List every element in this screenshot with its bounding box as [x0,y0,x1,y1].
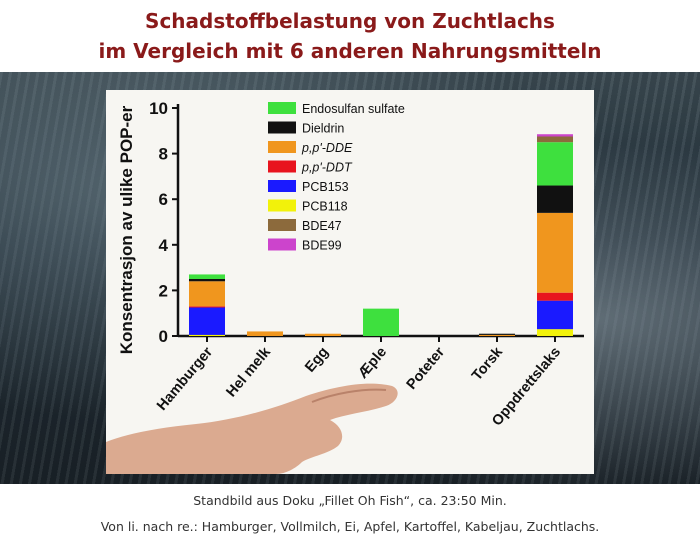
bar-segment [537,134,573,137]
bar-segment [537,300,573,330]
bar-segment [537,136,573,143]
bar-segment [479,334,515,336]
bar-segment [363,308,399,336]
bar-segment [247,331,283,336]
title-line-2: im Vergleich mit 6 anderen Nahrungsmitte… [98,39,602,63]
legend-entry: BDE47 [302,219,342,233]
legend-swatch [268,121,296,134]
bar-segment [537,329,573,336]
y-tick-label: 2 [159,281,168,300]
caption: Standbild aus Doku „Fillet Oh Fish“, ca.… [0,488,700,540]
y-tick-label: 8 [159,145,168,164]
legend-swatch [268,238,296,251]
y-axis-label: Konsentrasjon av ulike POP-er [117,105,136,354]
legend-swatch [268,199,296,212]
bar-segment [189,279,225,282]
legend-entry: Dieldrin [302,122,344,136]
y-tick-label: 0 [159,327,168,346]
bar-segment [189,306,225,308]
bar-segment [189,281,225,307]
legend-swatch [268,219,296,231]
legend-entry: BDE99 [302,239,342,253]
bar-segment [189,334,225,336]
legend-swatch [268,141,296,153]
caption-line-2: Von li. nach re.: Hamburger, Vollmilch, … [100,519,600,534]
legend-entry: p,p'-DDE [301,141,353,155]
x-tick-label: Æple [355,344,390,381]
chart-legend: Endosulfan sulfate Dieldrin p,p'-DDE p,p'-D… [268,102,405,253]
y-tick-label: 6 [159,190,168,209]
pop-chart: Konsentrasjon av ulike POP-er 0 2 4 6 8 10 Ha… [106,99,584,474]
bar-segment [537,212,573,293]
legend-entry: PCB153 [302,180,349,194]
bar-segment [189,274,225,279]
bar-segment [479,333,515,335]
legend-swatch [268,102,296,114]
chart-bars [189,134,573,336]
pointing-hand-icon [106,383,398,474]
chart-screen: Konsentrasjon av ulike POP-er 0 2 4 6 8 10 Ha… [106,90,594,474]
legend-entry: PCB118 [302,200,348,214]
legend-entry: p,p'-DDT [301,161,353,175]
legend-entry: Endosulfan sulfate [302,102,405,116]
y-tick-label: 10 [149,99,168,118]
x-tick-label: Torsk [469,344,507,384]
legend-swatch [268,180,296,192]
x-tick-label: Hel melk [223,344,274,401]
bar-segment [305,333,341,336]
legend-swatch [268,160,296,173]
bar-segment [537,185,573,213]
caption-line-1: Standbild aus Doku „Fillet Oh Fish“, ca.… [193,493,507,508]
page-title: Schadstoffbelastung von Zuchtlachs im Ve… [0,6,700,66]
x-tick-label: Poteter [404,344,449,393]
title-line-1: Schadstoffbelastung von Zuchtlachs [145,9,555,33]
x-tick-label: Hamburger [154,344,216,414]
x-tick-label: Egg [302,344,332,375]
bar-segment [537,292,573,301]
bar-segment [537,142,573,186]
bar-segment [189,307,225,335]
y-tick-label: 4 [159,236,169,255]
